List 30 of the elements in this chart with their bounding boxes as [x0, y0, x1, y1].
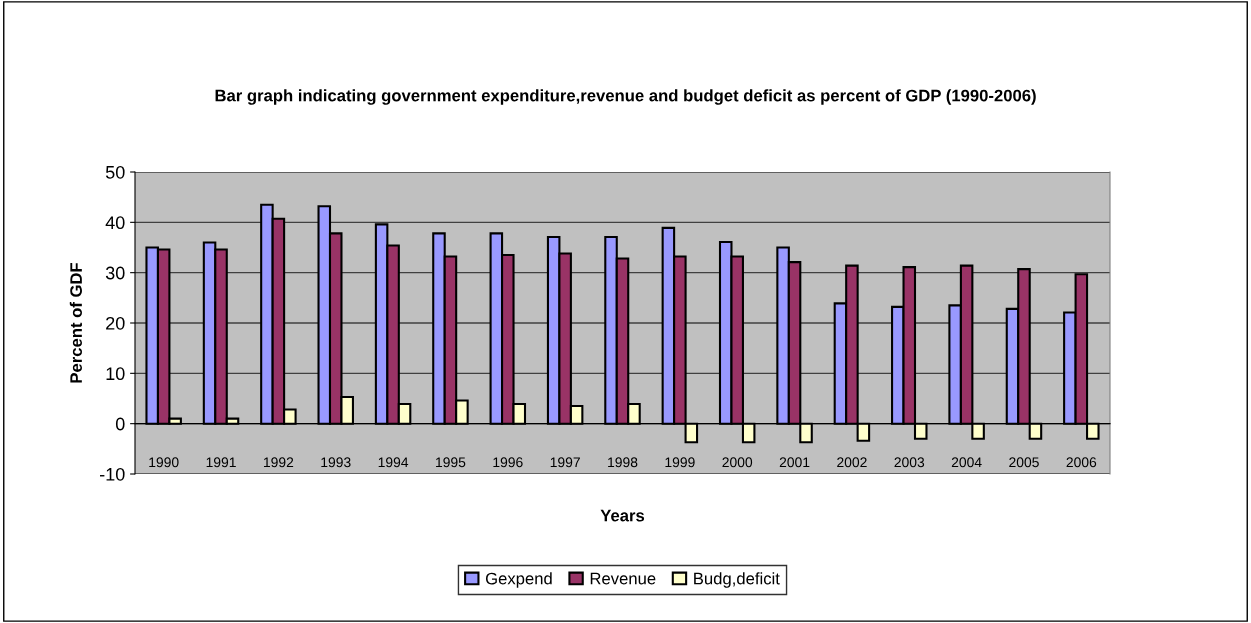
y-tick-label: 30: [105, 266, 125, 280]
y-tick-label: -10: [99, 467, 125, 481]
y-tick-label: 10: [106, 367, 125, 381]
legend-label: Gexpend: [485, 572, 552, 588]
x-tick-label: 1997: [550, 457, 580, 468]
x-tick-label: 2005: [1009, 457, 1039, 468]
x-tick-label: 1994: [378, 457, 409, 468]
chart-title: Bar graph indicating government expenditure,revenue and budget deficit as percent of GDP (1990-2006): [215, 89, 1036, 105]
y-tick-label: 50: [105, 165, 125, 179]
y-axis-title: Percent of GDF: [69, 262, 82, 383]
x-tick-label: 1996: [493, 457, 523, 468]
x-tick-label: 1995: [436, 457, 466, 468]
y-tick-label: 40: [105, 216, 125, 230]
x-tick-label: 2002: [837, 457, 867, 468]
x-tick-label: 1992: [263, 457, 294, 468]
x-tick-label: 1990: [149, 457, 179, 468]
x-tick-label: 1999: [665, 457, 695, 468]
x-tick-label: 2003: [894, 457, 925, 468]
x-tick-label: 2001: [779, 457, 810, 468]
x-tick-label: 2006: [1066, 457, 1097, 468]
x-tick-label: 1991: [206, 457, 236, 468]
y-tick-label: 20: [106, 316, 125, 330]
x-tick-label: 2000: [722, 457, 753, 468]
x-tick-label: 1998: [608, 457, 638, 468]
x-tick-label: 1993: [321, 457, 351, 468]
y-tick-label: 0: [115, 417, 125, 431]
legend-label: Budg,deficit: [694, 572, 780, 588]
x-tick-label: 2004: [951, 457, 982, 468]
legend-label: Revenue: [590, 572, 656, 585]
x-axis-title: Years: [600, 509, 645, 522]
